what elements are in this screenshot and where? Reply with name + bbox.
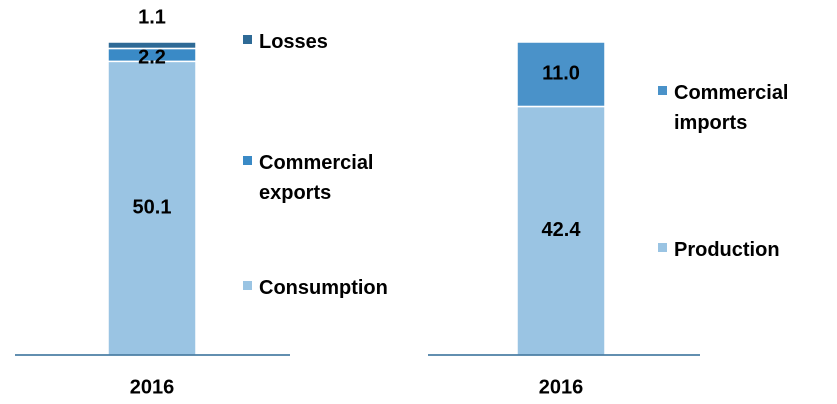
- legend-label: Losses: [259, 31, 328, 53]
- legend-label: Commercial exports: [259, 152, 374, 204]
- legend-label: Commercial imports: [674, 82, 789, 134]
- bar-segment: [516, 41, 606, 108]
- bar-segment: [107, 41, 197, 50]
- data-label: 50.1: [133, 196, 172, 218]
- legend-swatch: [658, 243, 667, 252]
- legend-item: Production: [658, 235, 780, 265]
- legend-label: Consumption: [259, 277, 388, 299]
- legend-item: Commercial exports: [243, 148, 389, 208]
- data-label: 1.1: [138, 6, 166, 28]
- x-tick-label: 2016: [130, 376, 175, 398]
- data-label: 42.4: [542, 219, 582, 241]
- data-label: 2.2: [138, 47, 166, 69]
- x-tick-label: 2016: [539, 376, 584, 398]
- legend-swatch: [243, 156, 252, 165]
- legend-item: Consumption: [243, 273, 388, 303]
- data-label: 11.0: [542, 63, 580, 85]
- legend-label: Production: [674, 239, 780, 261]
- legend-swatch: [658, 86, 667, 95]
- legend-item: Commercial imports: [658, 78, 814, 138]
- legend-swatch: [243, 281, 252, 290]
- legend-item: Losses: [243, 27, 328, 57]
- legend-swatch: [243, 35, 252, 44]
- bar-segment: [107, 60, 197, 356]
